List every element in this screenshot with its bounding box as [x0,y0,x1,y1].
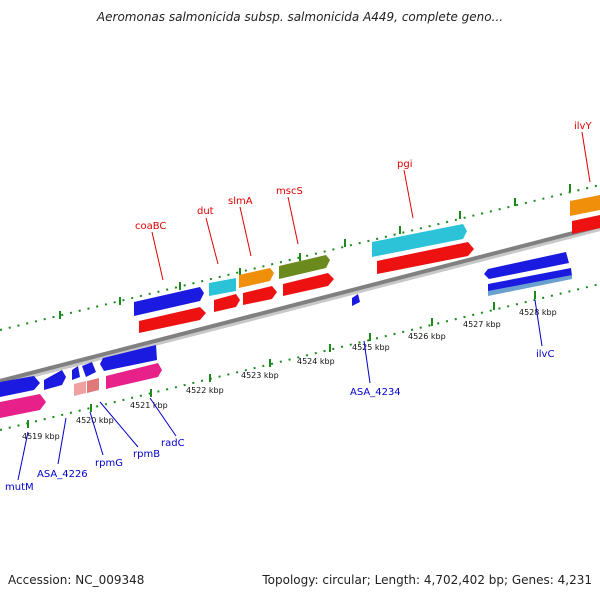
lower-major-ticks [27,291,536,428]
gene-label-radc: radC [161,438,185,449]
gene-arrow [139,307,206,333]
gene-arrow [0,376,40,397]
gene-label-dut: dut [197,206,214,217]
gene-label-asa4226: ASA_4226 [37,469,88,480]
label-leaders [17,131,591,481]
gene-label-ilvy: ilvY [574,121,592,132]
gene-label-rpmb: rpmB [133,449,160,460]
gene-arrow [134,287,204,316]
kbp-label-4528: 4528 kbp [519,308,557,317]
kbp-label-4526: 4526 kbp [408,332,446,341]
map-title: Aeromonas salmonicida subsp. salmonicida… [96,10,504,24]
gene-arrow [570,195,600,216]
gene-arrow [100,345,157,371]
gene-arrow [82,362,96,377]
gene-features [0,195,600,418]
kbp-label-4524: 4524 kbp [297,357,335,366]
kbp-label-4519: 4519 kbp [22,432,60,441]
gene-arrow [488,268,572,293]
accession-text: Accession: NC_009348 [8,573,145,587]
gene-arrow [209,278,236,296]
gene-arrow [74,381,86,396]
gene-label-pgi: pgi [397,159,412,170]
gene-arrow [243,286,277,305]
gene-arrow [239,268,274,288]
gene-label-ilvc: ilvC [536,349,554,360]
upper-major-ticks [59,184,571,319]
gene-arrow [352,294,360,306]
gene-arrow [87,378,99,393]
gene-arrow [0,394,46,418]
gene-arrow [72,366,80,380]
gene-label-mscs: mscS [276,186,303,197]
lower-tick-track [0,283,600,431]
gene-arrow [214,294,240,312]
gene-arrow [488,275,572,296]
kbp-label-4525: 4525 kbp [352,343,390,352]
gene-arrow [44,370,66,390]
kbp-label-4522: 4522 kbp [186,386,224,395]
gene-arrow [484,252,569,279]
gene-arrow [572,215,600,234]
gene-label-coabc: coaBC [135,221,166,232]
gene-label-slma: slmA [228,196,253,207]
kbp-label-4520: 4520 kbp [76,416,114,425]
upper-tick-track [0,184,600,331]
kbp-label-4521: 4521 kbp [130,401,168,410]
gene-arrow [283,273,334,296]
gene-label-rpmg: rpmG [95,458,123,469]
gene-arrow [279,255,330,279]
summary-text: Topology: circular; Length: 4,702,402 bp… [262,573,592,587]
gene-labels: coaBC dut slmA mscS pgi ilvY mutM ASA_42… [5,121,592,493]
kbp-label-4523: 4523 kbp [241,371,279,380]
gene-label-asa4234: ASA_4234 [350,387,401,398]
kbp-labels: 4519 kbp 4520 kbp 4521 kbp 4522 kbp 4523… [22,308,557,441]
gene-arrow [377,242,474,274]
gene-arrow [106,363,162,389]
genome-backbone [0,224,600,383]
kbp-label-4527: 4527 kbp [463,320,501,329]
gene-arrow [372,224,467,257]
gene-label-mutm: mutM [5,482,34,493]
